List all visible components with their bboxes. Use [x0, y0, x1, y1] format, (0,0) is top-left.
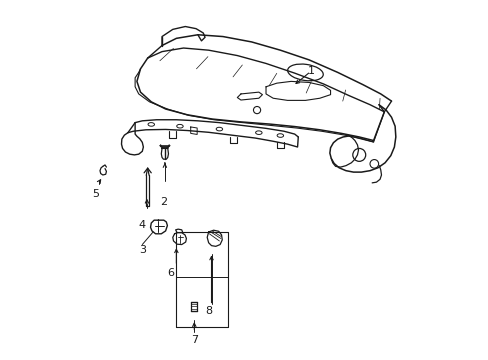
Text: 3: 3	[139, 245, 145, 255]
Text: 5: 5	[92, 189, 99, 199]
Text: 7: 7	[190, 334, 198, 345]
Text: 6: 6	[167, 268, 174, 278]
Text: 4: 4	[139, 220, 145, 230]
Text: 2: 2	[160, 197, 167, 207]
Text: 1: 1	[307, 66, 314, 76]
Text: 8: 8	[204, 306, 212, 316]
